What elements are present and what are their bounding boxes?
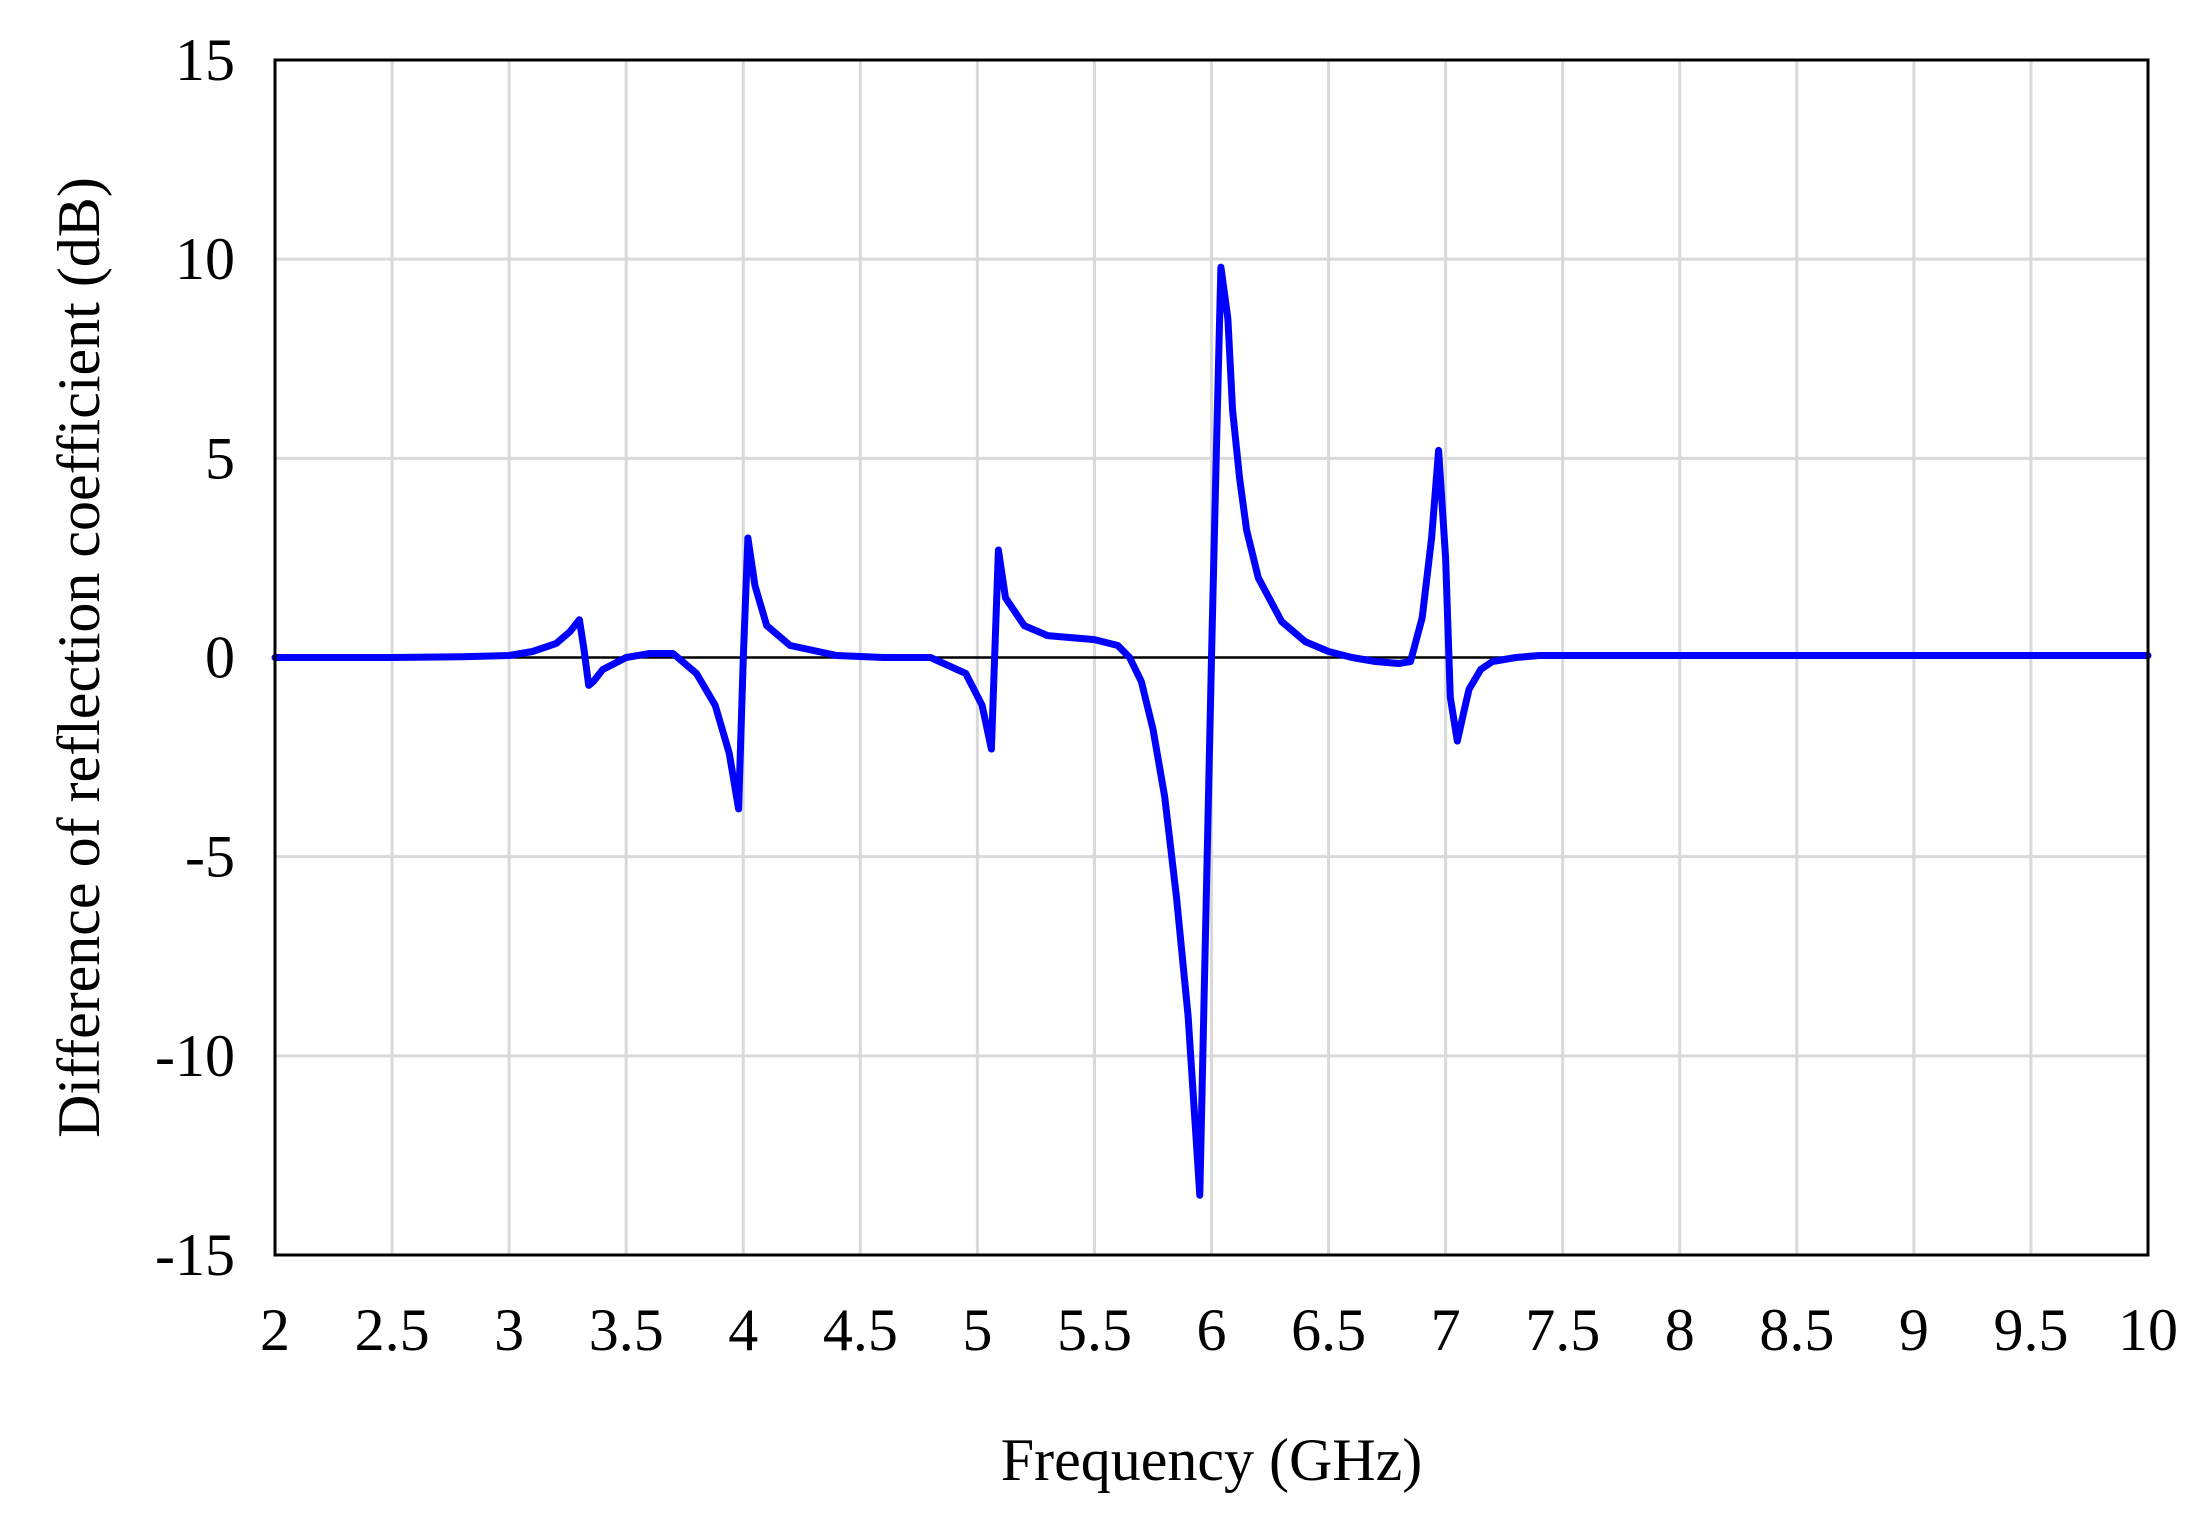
y-tick-label-2: -5: [185, 824, 235, 890]
y-tick-label-4: 5: [205, 425, 235, 491]
plot-frame: [273, 58, 2150, 1257]
y-tick-label-3: 0: [205, 625, 235, 691]
x-tick-labels: 2 2.5 3 3.5 4 4.5 5 5.5 6 6.5 7 7.5 8 8.5 9 9.5 10: [260, 1297, 2178, 1363]
y-tick-labels: -15 -10 -5 0 5 10 15: [155, 27, 235, 1288]
x-tick-label-15: 9.5: [1993, 1297, 2068, 1363]
series-line: [271, 263, 2152, 1199]
x-tick-label-4: 4: [728, 1297, 758, 1363]
x-tick-label-11: 7.5: [1525, 1297, 1600, 1363]
x-tick-label-0: 2: [260, 1297, 290, 1363]
y-tick-label-0: -15: [155, 1222, 235, 1288]
y-tick-label-5: 10: [175, 226, 235, 292]
x-tick-label-5: 4.5: [823, 1297, 898, 1363]
y-tick-label-6: 15: [175, 27, 235, 93]
x-tick-label-12: 8: [1665, 1297, 1695, 1363]
x-tick-label-8: 6: [1197, 1297, 1227, 1363]
x-tick-label-16: 10: [2118, 1297, 2178, 1363]
x-tick-label-2: 3: [494, 1297, 524, 1363]
x-tick-label-1: 2.5: [355, 1297, 430, 1363]
x-tick-label-10: 7: [1431, 1297, 1461, 1363]
y-tick-label-1: -10: [155, 1023, 235, 1089]
x-tick-label-9: 6.5: [1291, 1297, 1366, 1363]
x-tick-label-3: 3.5: [589, 1297, 664, 1363]
x-axis-title: Frequency (GHz): [1001, 1427, 1423, 1493]
x-tick-label-13: 8.5: [1759, 1297, 1834, 1363]
y-axis-title: Difference of reflection coefficient (dB…: [46, 177, 112, 1138]
x-tick-label-7: 5.5: [1057, 1297, 1132, 1363]
x-tick-label-6: 5: [962, 1297, 992, 1363]
x-tick-label-14: 9: [1899, 1297, 1929, 1363]
